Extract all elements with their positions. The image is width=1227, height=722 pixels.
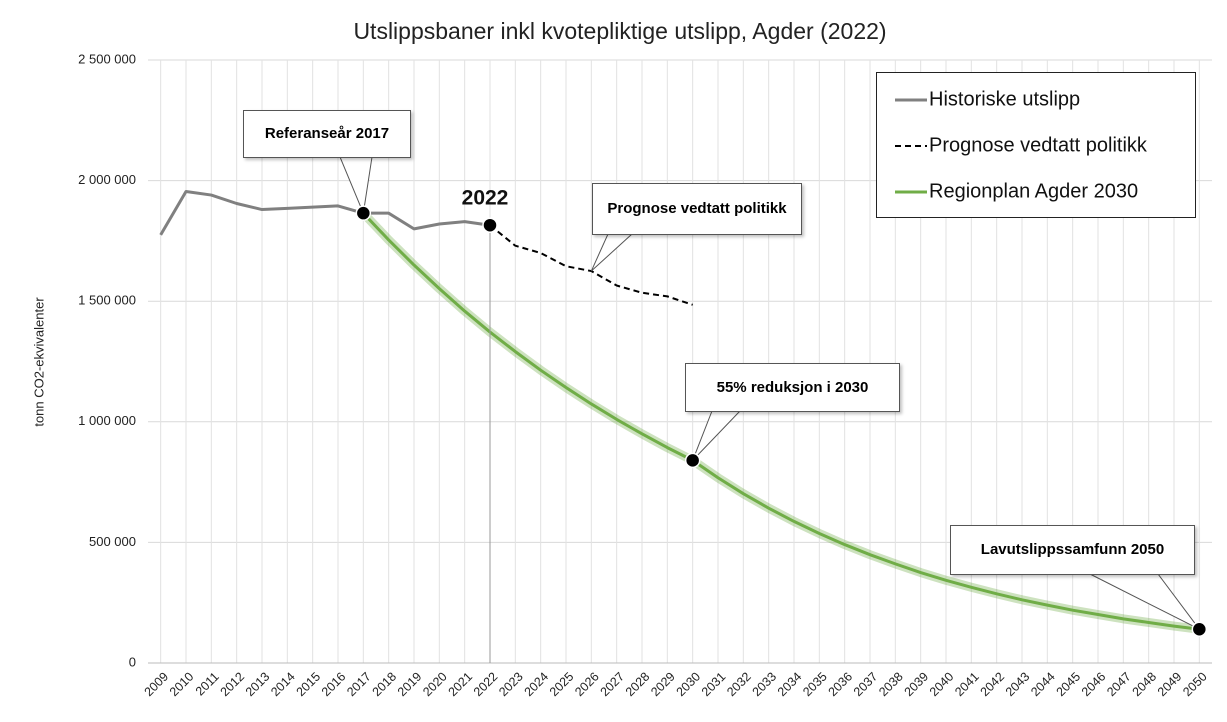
legend: Historiske utslipp Prognose vedtatt polit…	[876, 72, 1196, 218]
x-tick-label: 2033	[750, 670, 780, 700]
x-tick-label: 2016	[319, 670, 349, 700]
x-tick-label: 2038	[876, 670, 906, 700]
chart-title: Utslippsbaner inkl kvotepliktige utslipp…	[353, 18, 886, 44]
legend-label: Historiske utslipp	[929, 88, 1080, 110]
x-tick-label: 2028	[623, 670, 653, 700]
x-tick-label: 2027	[598, 670, 628, 700]
x-tick-label: 2020	[420, 670, 450, 700]
y-tick-label: 500 000	[89, 534, 136, 549]
y-axis-label: tonn CO2-ekvivalenter	[31, 297, 46, 427]
x-tick-label: 2049	[1155, 670, 1185, 700]
legend-svg: Historiske utslipp Prognose vedtatt polit…	[895, 88, 1148, 202]
x-tick-label: 2048	[1130, 670, 1160, 700]
x-tick-label: 2035	[800, 670, 830, 700]
line	[159, 189, 491, 236]
x-tick-label: 2036	[826, 670, 856, 700]
x-tick-label: 2029	[648, 670, 678, 700]
x-tick-label: 2039	[902, 670, 932, 700]
x-tick-label: 2047	[1104, 670, 1134, 700]
x-tick-label: 2018	[370, 670, 400, 700]
x-tick-label: 2043	[1003, 670, 1033, 700]
x-tick-label: 2026	[572, 670, 602, 700]
marker	[684, 452, 701, 469]
callout-pointer	[692, 410, 742, 461]
legend-label: Prognose vedtatt politikk	[929, 134, 1148, 156]
callout: Prognose vedtatt politikk	[592, 183, 802, 235]
y-tick-label: 1 000 000	[78, 413, 136, 428]
x-tick-label: 2022	[471, 670, 501, 700]
line	[362, 212, 1200, 631]
x-tick-label: 2010	[167, 670, 197, 700]
marker	[1191, 621, 1208, 637]
x-tick-label: 2023	[496, 670, 526, 700]
x-tick-label: 2040	[927, 670, 957, 700]
y-tick-label: 1 500 000	[78, 293, 136, 308]
x-tick-label: 2046	[1079, 670, 1109, 700]
y-tick-label: 2 500 000	[78, 51, 136, 66]
x-tick-label: 2041	[952, 670, 982, 700]
x-tick-label: 2030	[674, 670, 704, 700]
x-tick-label: 2037	[851, 670, 881, 700]
x-tick-label: 2012	[218, 670, 248, 700]
x-tick-label: 2044	[1028, 670, 1058, 700]
y-tick-label: 0	[129, 654, 136, 669]
x-tick-label: 2032	[724, 670, 754, 700]
x-tick-label: 2025	[547, 670, 577, 700]
legend-label: Regionplan Agder 2030	[929, 180, 1138, 202]
callout: Referanseår 2017	[243, 110, 411, 158]
x-tick-label: 2021	[446, 670, 476, 700]
x-tick-label: 2050	[1180, 670, 1210, 700]
x-tick-label: 2011	[193, 670, 222, 699]
year-label: 2022	[462, 187, 509, 210]
x-tick-label: 2019	[395, 670, 425, 700]
x-tick-label: 2017	[344, 670, 374, 700]
x-tick-label: 2031	[699, 670, 729, 700]
x-tick-label: 2042	[978, 670, 1008, 700]
callout: 55% reduksjon i 2030	[685, 363, 900, 412]
y-tick-label: 2 000 000	[78, 172, 136, 187]
marker	[355, 205, 372, 221]
x-tick-label: 2013	[243, 670, 273, 700]
x-tick-label: 2024	[522, 670, 552, 700]
marker	[482, 217, 498, 233]
callout: Lavutslippssamfunn 2050	[950, 525, 1195, 575]
x-tick-label: 2034	[775, 670, 805, 700]
x-tick-label: 2014	[268, 670, 298, 700]
callout-pointer	[339, 156, 373, 216]
x-tick-label: 2009	[142, 670, 172, 700]
callout-pointer	[590, 233, 634, 272]
x-tick-label: 2015	[294, 670, 324, 700]
x-tick-label: 2045	[1054, 670, 1084, 700]
